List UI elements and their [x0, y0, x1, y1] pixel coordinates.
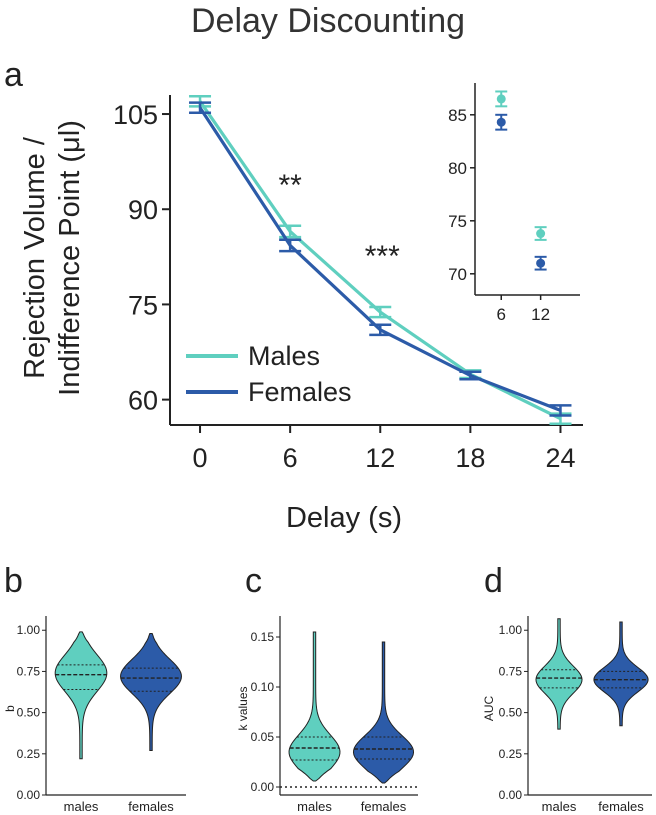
panel-a-ytick-label: 60 — [128, 386, 158, 416]
violin-body-males — [288, 631, 341, 782]
violin-body-males — [54, 631, 108, 760]
panel-a-xtick-label: 6 — [283, 443, 298, 473]
panel-b-ytick-label: 0.75 — [17, 664, 41, 678]
legend-label-males: Males — [248, 341, 320, 371]
panel-a-ytick-label: 75 — [128, 290, 158, 320]
inset-point-males — [495, 90, 508, 108]
panel-d-violin: d AUC 0.00 0.25 0.50 0.75 1.00 males females — [482, 562, 652, 814]
panel-a-inset: 70 75 80 85 6 12 — [448, 83, 580, 324]
panel-d-ytick-label: 0.75 — [499, 664, 523, 678]
panel-a-xtick-label: 0 — [193, 443, 208, 473]
panel-b-category-label: females — [128, 799, 174, 814]
panel-c-category-label: females — [361, 799, 407, 814]
panel-c-letter: c — [245, 562, 262, 600]
panel-a-xlabel: Delay (s) — [286, 502, 402, 534]
panel-a-ylabel-line2: Indifference Point (μl) — [54, 120, 86, 396]
panel-d-category-label: females — [598, 799, 644, 814]
panel-c-ytick-label: 0.15 — [251, 630, 275, 644]
inset-xtick-label: 12 — [531, 305, 550, 324]
panel-a-ytick-label: 90 — [128, 195, 158, 225]
panel-a-ytick-label: 105 — [113, 100, 158, 130]
panel-a-errorbar-females — [189, 101, 212, 115]
inset-ytick-label: 75 — [448, 212, 467, 231]
figure-title: Delay Discounting — [191, 2, 465, 40]
violin-body-males — [535, 618, 583, 730]
violin-females — [593, 621, 649, 727]
violin-females — [352, 641, 415, 784]
panel-a-ylabel-line1: Rejection Volume / — [19, 136, 51, 379]
violin-males — [535, 618, 583, 730]
panel-a-errorbar-females — [369, 323, 392, 337]
violin-females — [120, 633, 182, 752]
panel-d-ytick-label: 0.25 — [499, 747, 523, 761]
panel-d-category-label: males — [542, 799, 577, 814]
violin-body-females — [120, 633, 182, 752]
panel-b-ytick-label: 0.00 — [17, 788, 41, 802]
panel-c-ytick-label: 0.00 — [251, 780, 275, 794]
panel-b-category-label: males — [64, 799, 99, 814]
panel-a-errorbar-females — [459, 370, 482, 381]
panel-d-ytick-label: 0.50 — [499, 706, 523, 720]
panel-a-line-chart: a Rejection Volume / Indifference Point … — [4, 56, 583, 534]
panel-d-ylabel: AUC — [482, 696, 496, 722]
panel-a-xtick-label: 12 — [365, 443, 395, 473]
panel-a-errorbar-males — [279, 224, 302, 239]
panel-b-ytick-label: 0.50 — [17, 706, 41, 720]
inset-ytick-label: 70 — [448, 265, 467, 284]
inset-point-females — [534, 255, 547, 271]
panel-b-ytick-label: 1.00 — [17, 623, 41, 637]
violin-males — [54, 631, 108, 760]
inset-xtick-label: 6 — [497, 305, 506, 324]
panel-a-xtick-label: 24 — [545, 443, 575, 473]
panel-a-letter: a — [4, 56, 23, 94]
panel-a-significance: ** — [278, 169, 302, 202]
inset-ytick-label: 80 — [448, 159, 467, 178]
panel-b-letter: b — [4, 562, 23, 600]
inset-point-females — [495, 113, 508, 131]
panel-c-violin: c k values 0.00 0.05 0.10 0.15 males females — [236, 562, 418, 814]
panel-a-significance: *** — [365, 240, 400, 273]
panel-a-errorbar-females — [549, 404, 572, 417]
panel-b-ylabel: b — [3, 705, 17, 712]
panel-c-ytick-label: 0.05 — [251, 730, 275, 744]
panel-d-ytick-label: 0.00 — [499, 788, 523, 802]
panel-b-ytick-label: 0.25 — [17, 747, 41, 761]
panel-a-errorbar-females — [279, 238, 302, 253]
violin-males — [288, 631, 341, 782]
violin-body-females — [352, 641, 415, 784]
panel-c-ylabel: k values — [236, 686, 250, 730]
inset-point-males — [534, 226, 547, 241]
legend-label-females: Females — [248, 377, 352, 407]
panel-a-errorbar-males — [369, 305, 392, 319]
inset-ytick-label: 85 — [448, 106, 467, 125]
panel-d-ytick-label: 1.00 — [499, 623, 523, 637]
panel-d-letter: d — [484, 562, 503, 600]
violin-body-females — [593, 621, 649, 727]
panel-b-violin: b b 0.00 0.25 0.50 0.75 1.00 males females — [3, 562, 186, 814]
panel-c-ytick-label: 0.10 — [251, 680, 275, 694]
panel-c-category-label: males — [297, 799, 332, 814]
panel-a-xtick-label: 18 — [455, 443, 485, 473]
